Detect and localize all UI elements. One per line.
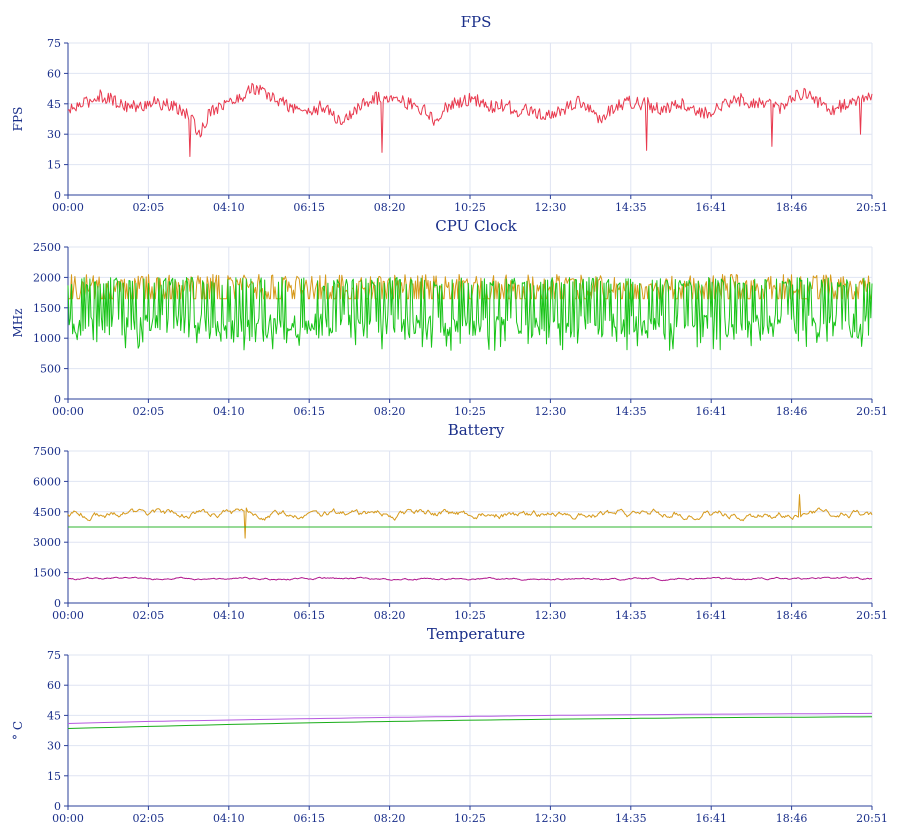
y-tick-label: 60: [47, 67, 61, 80]
y-tick-label: 60: [47, 679, 61, 692]
x-tick-label: 20:51: [856, 609, 888, 622]
chart-title: CPU Clock: [435, 217, 517, 235]
x-tick-label: 20:51: [856, 201, 888, 214]
x-tick-label: 12:30: [535, 405, 567, 418]
series-line-2: [67, 716, 873, 729]
x-tick-label: 16:41: [695, 812, 727, 825]
y-tick-label: 45: [47, 98, 61, 111]
x-tick-label: 20:51: [856, 405, 888, 418]
x-tick-label: 16:41: [695, 201, 727, 214]
x-tick-label: 04:10: [213, 812, 245, 825]
x-tick-label: 02:05: [133, 405, 165, 418]
y-axis-label: ° C: [11, 721, 25, 740]
y-tick-label: 2500: [33, 241, 61, 254]
x-tick-label: 12:30: [535, 812, 567, 825]
y-tick-label: 4500: [33, 506, 61, 519]
x-tick-label: 08:20: [374, 405, 406, 418]
x-tick-label: 10:25: [454, 812, 486, 825]
y-tick-label: 0: [54, 800, 61, 813]
series-line-3: [67, 576, 872, 582]
x-tick-label: 12:30: [535, 201, 567, 214]
y-tick-label: 30: [47, 740, 61, 753]
y-tick-label: 7500: [33, 445, 61, 458]
y-tick-label: 30: [47, 128, 61, 141]
x-tick-label: 08:20: [374, 609, 406, 622]
chart-title: Battery: [448, 421, 505, 439]
x-tick-label: 10:25: [454, 201, 486, 214]
x-tick-label: 04:10: [213, 201, 245, 214]
series-line-1: [67, 712, 873, 724]
y-tick-label: 6000: [33, 475, 61, 488]
x-tick-label: 18:46: [776, 812, 808, 825]
x-tick-label: 10:25: [454, 609, 486, 622]
chart-panel-3: Battery 7500 6000 4500 3000 1500 000:00 02:05 04…: [33, 421, 888, 622]
y-tick-label: 15: [47, 770, 61, 783]
x-tick-label: 02:05: [133, 812, 165, 825]
x-tick-label: 00:00: [52, 405, 84, 418]
x-tick-label: 08:20: [374, 201, 406, 214]
y-tick-label: 3000: [33, 536, 61, 549]
x-tick-label: 02:05: [133, 609, 165, 622]
x-tick-label: 06:15: [293, 201, 325, 214]
x-tick-label: 14:35: [615, 201, 647, 214]
y-tick-label: 0: [54, 393, 61, 406]
x-tick-label: 12:30: [535, 609, 567, 622]
x-tick-label: 20:51: [856, 812, 888, 825]
x-tick-label: 04:10: [213, 405, 245, 418]
y-tick-label: 45: [47, 709, 61, 722]
y-axis-label: MHz: [11, 308, 25, 337]
y-tick-label: 500: [40, 363, 61, 376]
y-tick-label: 0: [54, 189, 61, 202]
x-tick-label: 06:15: [293, 609, 325, 622]
y-tick-label: 75: [47, 37, 61, 50]
x-tick-label: 14:35: [615, 405, 647, 418]
x-tick-label: 14:35: [615, 812, 647, 825]
x-tick-label: 10:25: [454, 405, 486, 418]
x-tick-label: 16:41: [695, 609, 727, 622]
x-tick-label: 06:15: [293, 405, 325, 418]
x-tick-label: 08:20: [374, 812, 406, 825]
y-tick-label: 1500: [33, 567, 61, 580]
series-line-2: [67, 276, 873, 351]
x-tick-label: 00:00: [52, 201, 84, 214]
y-tick-label: 75: [47, 649, 61, 662]
y-tick-label: 15: [47, 159, 61, 172]
x-tick-label: 06:15: [293, 812, 325, 825]
y-axis-label: FPS: [11, 107, 25, 132]
x-tick-label: 18:46: [776, 405, 808, 418]
y-tick-label: 1000: [33, 332, 61, 345]
y-tick-label: 2000: [33, 271, 61, 284]
x-tick-label: 18:46: [776, 201, 808, 214]
chart-panel-2: CPU Clock MHz 2500 2000 1500 1000 500 000:00 02:…: [11, 217, 888, 418]
series-line-1: [67, 82, 873, 157]
chart-panel-4: Temperature ° C 75 60 45 30 15 000:00 02:05 04:10…: [11, 625, 888, 825]
y-tick-label: 0: [54, 597, 61, 610]
x-tick-label: 14:35: [615, 609, 647, 622]
x-tick-label: 18:46: [776, 609, 808, 622]
series-line-1: [67, 494, 873, 539]
x-tick-label: 16:41: [695, 405, 727, 418]
x-tick-label: 02:05: [133, 201, 165, 214]
x-tick-label: 00:00: [52, 609, 84, 622]
x-tick-label: 00:00: [52, 812, 84, 825]
chart-title: FPS: [461, 13, 492, 31]
chart-panel-1: FPS FPS 75 60 45 30 15 000:00 02:05 04:10 06:15 08:…: [11, 13, 888, 214]
x-tick-label: 04:10: [213, 609, 245, 622]
y-tick-label: 1500: [33, 302, 61, 315]
chart-title: Temperature: [427, 625, 525, 643]
